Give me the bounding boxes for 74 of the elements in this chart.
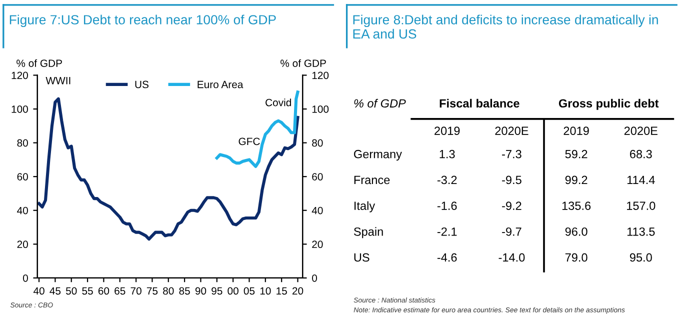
text: Figure 8:Debt and deficits to increase dramatically in EA and US xyxy=(353,14,658,39)
text: Gross public debt xyxy=(558,98,659,110)
y2-tick-label: 40 xyxy=(312,206,323,214)
y-tick-label: 80 xyxy=(17,139,28,147)
text: Fiscal balance xyxy=(440,98,520,108)
x-tick-label: 95 xyxy=(212,287,222,295)
text: -1.6 xyxy=(437,202,457,210)
text: 113.5 xyxy=(627,227,655,236)
x-tick-label: 75 xyxy=(146,287,158,295)
x-tick-label: 80 xyxy=(163,287,174,295)
text: Germany xyxy=(354,150,402,161)
y2-tick-label: 100 xyxy=(312,106,329,113)
legend-label: Euro Area xyxy=(198,80,244,88)
text: Italy xyxy=(354,201,376,212)
text: 96.0 xyxy=(565,227,588,236)
annotation: WWII xyxy=(46,77,70,84)
text: US xyxy=(354,253,370,262)
x-tick-label: 85 xyxy=(179,287,190,295)
x-tick-label: 00 xyxy=(228,287,238,295)
y-tick-label: 100 xyxy=(12,106,28,113)
x-tick-label: 45 xyxy=(50,287,61,295)
text: -9.5 xyxy=(502,176,522,184)
y2-axis-title: % of GDP xyxy=(280,59,326,67)
text: 79.0 xyxy=(565,253,588,262)
x-tick-label: 15 xyxy=(276,287,287,295)
y-tick-label: 120 xyxy=(12,72,28,80)
text: 95.0 xyxy=(630,253,652,262)
x-tick-label: 05 xyxy=(244,287,255,295)
annotation: Covid xyxy=(266,98,291,106)
x-tick-label: 10 xyxy=(260,287,271,295)
text: -7.3 xyxy=(502,150,522,158)
y-tick-label: 40 xyxy=(17,206,28,214)
y2-tick-label: 80 xyxy=(312,139,323,147)
x-tick-label: 70 xyxy=(130,287,142,295)
text: % of GDP xyxy=(354,98,406,108)
text: 2019 xyxy=(564,126,589,136)
text: 2019 xyxy=(434,126,460,136)
text: -2.1 xyxy=(437,227,457,236)
line-series xyxy=(37,97,300,241)
y2-tick-label: 20 xyxy=(312,240,323,248)
text: 114.4 xyxy=(627,176,655,184)
text: France xyxy=(354,176,390,184)
text: 157.0 xyxy=(627,202,656,210)
y-tick-label: 60 xyxy=(17,173,28,180)
text: 59.2 xyxy=(565,150,588,158)
text: -4.6 xyxy=(437,253,457,262)
x-tick-label: 20 xyxy=(292,287,304,295)
text: -9.7 xyxy=(502,227,522,236)
chart-title: Figure 7:US Debt to reach near 100% of GDP xyxy=(10,14,276,28)
x-tick-label: 65 xyxy=(114,287,126,295)
x-tick-label: 55 xyxy=(82,287,93,295)
annotation: GFC xyxy=(238,138,260,146)
text: 2020E xyxy=(495,126,528,136)
y2-tick-label: 0 xyxy=(312,274,318,282)
y-axis-title: % of GDP xyxy=(16,59,62,67)
text: -9.2 xyxy=(502,202,522,210)
line-series xyxy=(215,90,300,168)
text: 99.2 xyxy=(565,176,588,184)
legend-label: US xyxy=(135,80,148,88)
y2-tick-label: 60 xyxy=(312,173,323,180)
text: Spain xyxy=(354,227,383,238)
text: 1.3 xyxy=(440,150,455,158)
y2-tick-label: 120 xyxy=(312,72,329,80)
x-tick-label: 60 xyxy=(98,287,110,295)
text: -3.2 xyxy=(437,176,457,184)
x-tick-label: 50 xyxy=(66,287,77,295)
text: 68.3 xyxy=(630,150,652,158)
y-tick-label: 0 xyxy=(22,274,28,282)
x-tick-label: 90 xyxy=(195,287,206,295)
text: 2020E xyxy=(624,126,658,136)
x-tick-label: 40 xyxy=(33,287,44,295)
y-tick-label: 20 xyxy=(17,240,28,248)
text: -14.0 xyxy=(498,253,525,262)
text: 135.6 xyxy=(562,202,591,210)
